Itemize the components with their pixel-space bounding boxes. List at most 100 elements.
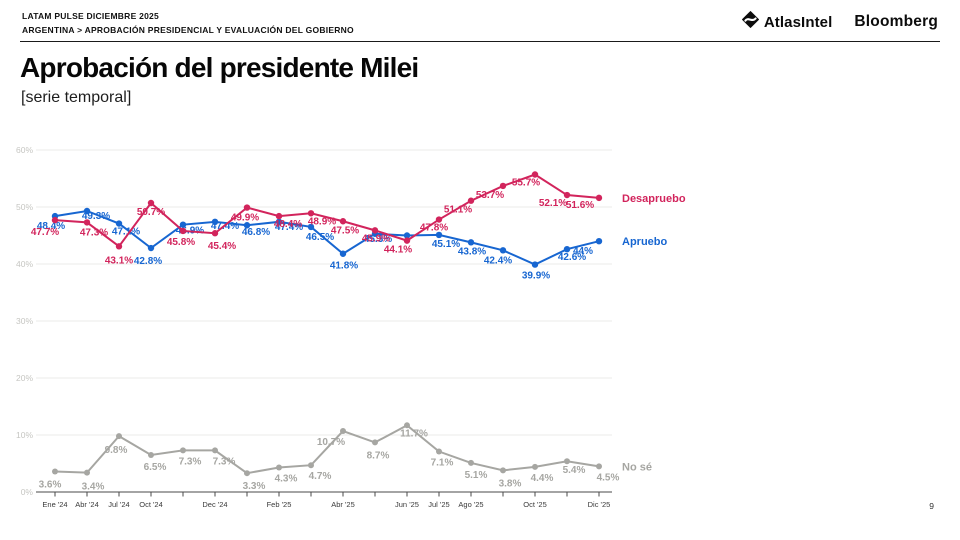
data-point xyxy=(83,219,91,226)
data-point xyxy=(115,243,123,250)
data-point xyxy=(500,467,506,474)
data-label: 4.5% xyxy=(597,472,620,483)
data-point xyxy=(436,448,442,455)
series-desapruebo: 47.7% 47.3% 43.1% 50.7% 45.8% 45.4% 49.9% 48.4%… xyxy=(31,171,686,266)
data-point xyxy=(52,468,58,475)
data-label: 47.7% xyxy=(31,227,59,238)
data-point xyxy=(243,222,251,229)
data-point xyxy=(499,247,507,254)
data-label: 7.1% xyxy=(431,458,454,469)
series-line xyxy=(54,424,600,475)
x-tick-label: Oct '24 xyxy=(139,500,163,509)
x-tick-label: Oct '25 xyxy=(523,500,547,509)
data-label: 3.6% xyxy=(39,479,62,490)
data-point xyxy=(179,227,187,235)
logos: AtlasIntel Bloomberg xyxy=(741,11,938,33)
data-point xyxy=(211,218,219,226)
y-tick-label: 10% xyxy=(16,430,33,440)
data-label: 49.3% xyxy=(82,211,110,222)
data-label: 5.4% xyxy=(563,465,586,476)
x-tick-label: Dic '25 xyxy=(588,500,611,509)
page-number: 9 xyxy=(929,501,934,511)
data-label: 11.7% xyxy=(400,428,428,439)
data-point xyxy=(403,232,411,239)
data-label: 52.1% xyxy=(539,198,567,209)
data-label: 49.9% xyxy=(231,213,259,224)
series-line xyxy=(54,173,600,248)
atlasintel-diamond-icon xyxy=(741,11,759,33)
data-label: 8.7% xyxy=(367,450,390,461)
x-tick-label: Jul '25 xyxy=(428,500,449,509)
data-point xyxy=(468,459,474,466)
data-label: 39.9% xyxy=(522,271,550,282)
legend-no-sé: No sé xyxy=(622,461,652,473)
x-tick-label: Abr '25 xyxy=(331,500,355,509)
header-divider xyxy=(20,41,940,42)
data-point xyxy=(243,204,251,211)
data-point xyxy=(596,463,602,470)
data-point xyxy=(276,464,282,471)
x-tick-label: Dec '24 xyxy=(202,500,227,509)
data-label: 45.4% xyxy=(208,241,236,252)
data-label: 44.1% xyxy=(384,245,412,256)
data-label: 46.5% xyxy=(306,232,334,243)
data-point xyxy=(244,470,250,477)
series-apruebo: 48.4%49.3%47.1%42.8%46.9% 47.4%46.8% 47.4%… xyxy=(37,207,668,282)
data-label: 47.5% xyxy=(331,225,359,236)
data-point xyxy=(116,433,122,440)
data-label: 53.7% xyxy=(476,190,504,201)
data-label: 41.8% xyxy=(330,261,358,272)
atlasintel-wordmark: AtlasIntel xyxy=(763,13,833,31)
data-label: 45.8% xyxy=(167,237,195,248)
data-point xyxy=(595,194,603,202)
data-label: 45.1% xyxy=(432,239,460,250)
data-label: 7.3% xyxy=(179,456,202,467)
data-point xyxy=(147,199,155,207)
data-label: 5.1% xyxy=(465,470,488,481)
legend-desapruebo: Desapruebo xyxy=(622,193,686,205)
data-point xyxy=(307,223,315,231)
data-label: 50.7% xyxy=(137,207,165,218)
x-tick-label: Ene '24 xyxy=(42,500,67,509)
data-point xyxy=(467,197,475,204)
data-label: 3.4% xyxy=(82,482,105,493)
data-label: 7.3% xyxy=(213,456,236,467)
data-label: 10.7% xyxy=(317,437,345,448)
data-point xyxy=(595,238,603,245)
x-tick-label: Jun '25 xyxy=(395,500,419,509)
data-point xyxy=(435,231,443,239)
data-point xyxy=(563,245,571,253)
data-point xyxy=(499,182,507,190)
approval-timeseries-chart: 0% 10% 20% 30% 40% 50% 60% Ene '24 Abr '24 Jul '2… xyxy=(0,135,960,535)
data-point xyxy=(404,422,410,429)
x-tick-label: Ago '25 xyxy=(458,500,483,509)
legend-apruebo: Apruebo xyxy=(622,236,668,248)
data-label: 4.7% xyxy=(309,471,332,482)
data-label: 6.5% xyxy=(144,462,167,473)
data-point xyxy=(180,447,186,454)
series-line xyxy=(54,209,600,266)
report-kicker: LATAM PULSE DICIEMBRE 2025 ARGENTINA > A… xyxy=(22,9,354,37)
data-label: 45.9% xyxy=(362,233,390,244)
data-point xyxy=(435,216,443,223)
data-label: 4.4% xyxy=(531,473,554,484)
data-point xyxy=(308,462,314,469)
data-label: 44% xyxy=(573,246,593,257)
data-point xyxy=(307,210,315,217)
y-tick-label: 40% xyxy=(16,259,33,269)
y-tick-label: 60% xyxy=(16,145,33,155)
page-title: Aprobación del presidente Milei xyxy=(20,52,419,83)
data-point xyxy=(467,239,475,246)
data-point xyxy=(211,230,219,237)
data-point xyxy=(115,220,123,227)
data-point xyxy=(275,218,283,226)
data-point xyxy=(371,227,379,234)
data-label: 3.8% xyxy=(499,478,522,489)
chart-canvas: 0% 10% 20% 30% 40% 50% 60% Ene '24 Abr '24 Jul '2… xyxy=(16,145,686,509)
data-point xyxy=(147,244,155,252)
data-point xyxy=(340,428,346,435)
data-label: 9.8% xyxy=(105,445,128,456)
data-label: 51.6% xyxy=(566,200,594,211)
data-label: 48.4% xyxy=(37,221,65,232)
